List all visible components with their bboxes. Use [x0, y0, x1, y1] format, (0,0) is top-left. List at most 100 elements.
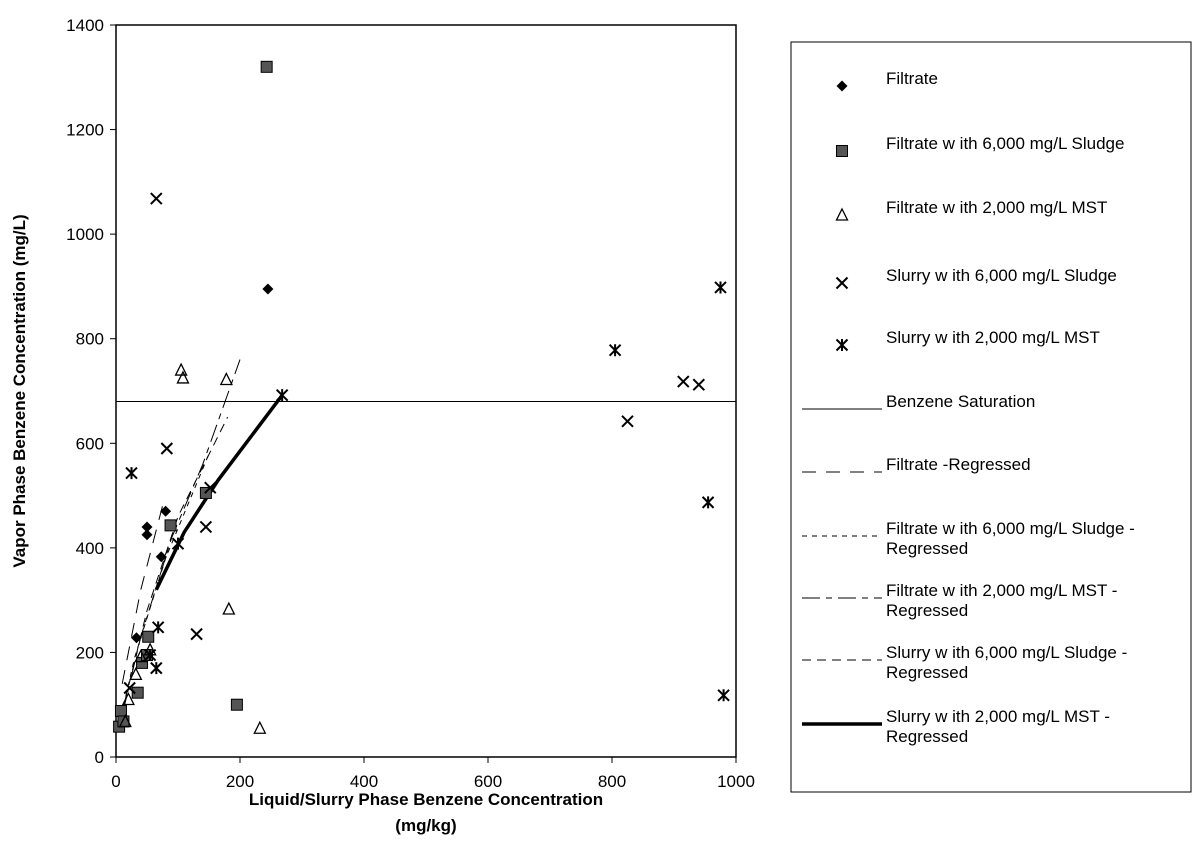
data-point	[608, 344, 622, 357]
legend-label: Filtrate -Regressed	[886, 455, 1031, 474]
legend-label: Slurry w ith 6,000 mg/L Sludge -	[886, 643, 1127, 662]
legend-label: Filtrate	[886, 69, 938, 88]
legend-marker	[836, 145, 848, 157]
x-tick-label: 200	[226, 772, 254, 791]
data-point	[141, 529, 153, 541]
data-point	[121, 692, 135, 706]
legend-label: Slurry w ith 2,000 mg/L MST -	[886, 707, 1110, 726]
legend-label: Filtrate w ith 2,000 mg/L MST	[886, 198, 1107, 217]
legend-label: Regressed	[886, 601, 968, 620]
y-tick-label: 600	[76, 434, 104, 453]
data-point	[141, 521, 153, 533]
y-tick-label: 0	[95, 748, 104, 767]
data-point	[621, 415, 634, 428]
y-tick-label: 400	[76, 539, 104, 558]
series-line	[154, 394, 284, 591]
regression-lines	[116, 359, 736, 726]
data-point	[130, 632, 142, 644]
legend-marker	[835, 207, 849, 221]
y-tick-label: 1400	[66, 16, 104, 35]
data-point	[150, 192, 163, 205]
data-point	[118, 713, 132, 728]
x-tick-label: 600	[474, 772, 502, 791]
data-point	[160, 442, 174, 455]
x-tick-label: 400	[350, 772, 378, 791]
x-axis-unit: (mg/kg)	[395, 816, 456, 835]
data-point	[151, 621, 165, 634]
legend-label: Regressed	[886, 539, 968, 558]
data-point	[714, 281, 727, 294]
legend-label: Filtrate w ith 6,000 mg/L Sludge	[886, 134, 1124, 153]
data-point	[176, 370, 190, 384]
data-point	[190, 627, 203, 641]
series-line	[121, 505, 163, 684]
legend-item: Benzene Saturation	[802, 392, 1035, 411]
legend-label: Filtrate w ith 2,000 mg/L MST -	[886, 581, 1117, 600]
data-point	[160, 505, 172, 517]
x-axis-title: Liquid/Slurry Phase Benzene Concentratio…	[249, 790, 603, 809]
legend: Filtrate Filtrate w ith 6,000 mg/L Sludge…	[790, 41, 1192, 793]
legend-label: Regressed	[886, 727, 968, 746]
data-point	[150, 661, 163, 675]
data-point	[230, 698, 243, 711]
legend-item: Slurry w ith 6,000 mg/L Sludge -Regresse…	[802, 643, 1127, 682]
data-point	[117, 715, 130, 728]
legend-entries: Filtrate Filtrate w ith 6,000 mg/L Sludge…	[802, 69, 1135, 746]
data-point	[253, 720, 267, 734]
legend-label: Slurry w ith 6,000 mg/L Sludge	[886, 266, 1117, 285]
data-point	[717, 689, 730, 702]
x-tick-label: 800	[598, 772, 626, 791]
x-tick-label: 1000	[717, 772, 755, 791]
y-tick-label: 200	[76, 643, 104, 662]
data-point	[164, 519, 177, 532]
data-point	[125, 466, 138, 480]
x-tick-label: 0	[111, 772, 120, 791]
data-point	[701, 496, 715, 509]
legend-frame	[790, 41, 1192, 793]
legend-marker	[835, 338, 849, 352]
legend-item: Filtrate	[836, 69, 938, 92]
y-tick-label: 1000	[66, 225, 104, 244]
data-point	[129, 666, 143, 681]
legend-label: Benzene Saturation	[886, 392, 1035, 411]
data-point	[174, 362, 188, 376]
data-point	[260, 60, 273, 73]
legend-item: Filtrate w ith 6,000 mg/L Sludge	[836, 134, 1124, 157]
legend-item: Filtrate -Regressed	[802, 455, 1031, 474]
data-point	[134, 649, 148, 663]
legend-marker	[836, 80, 848, 92]
data-point	[123, 681, 136, 695]
data-point	[692, 378, 706, 391]
legend-item: Slurry w ith 6,000 mg/L Sludge	[835, 266, 1117, 290]
legend-item: Filtrate w ith 2,000 mg/L MST	[835, 198, 1107, 221]
plot-frame	[115, 24, 737, 758]
data-point	[204, 481, 217, 494]
data-points	[113, 60, 730, 734]
legend-label: Regressed	[886, 663, 968, 682]
legend-label: Filtrate w ith 6,000 mg/L Sludge -	[886, 519, 1135, 538]
legend-item: Filtrate w ith 6,000 mg/L Sludge -Regres…	[802, 519, 1135, 558]
data-point	[114, 704, 127, 717]
data-point	[155, 551, 167, 563]
data-point	[275, 388, 289, 402]
legend-item: Filtrate w ith 2,000 mg/L MST -Regressed	[802, 581, 1117, 620]
y-tick-label: 1200	[66, 121, 104, 140]
data-point	[222, 601, 236, 615]
data-point	[142, 630, 155, 643]
axis-ticks: 0 200 400 600 800 1000 0 200 400 600 800 1000 1200 14…	[66, 16, 755, 791]
legend-label: Slurry w ith 2,000 mg/L MST	[886, 328, 1100, 347]
data-point	[143, 648, 157, 662]
legend-item: Slurry w ith 2,000 mg/L MST -Regressed	[802, 707, 1110, 746]
data-point	[131, 686, 144, 699]
data-point	[262, 283, 274, 295]
legend-marker	[835, 276, 849, 290]
data-point	[219, 372, 233, 386]
data-point	[171, 537, 185, 550]
y-tick-label: 800	[76, 330, 104, 349]
y-axis-title: Vapor Phase Benzene Concentration (mg/L)	[10, 214, 29, 567]
legend-item: Slurry w ith 2,000 mg/L MST	[835, 328, 1100, 352]
series-line	[124, 416, 229, 700]
data-point	[199, 520, 213, 534]
data-point	[677, 375, 690, 388]
